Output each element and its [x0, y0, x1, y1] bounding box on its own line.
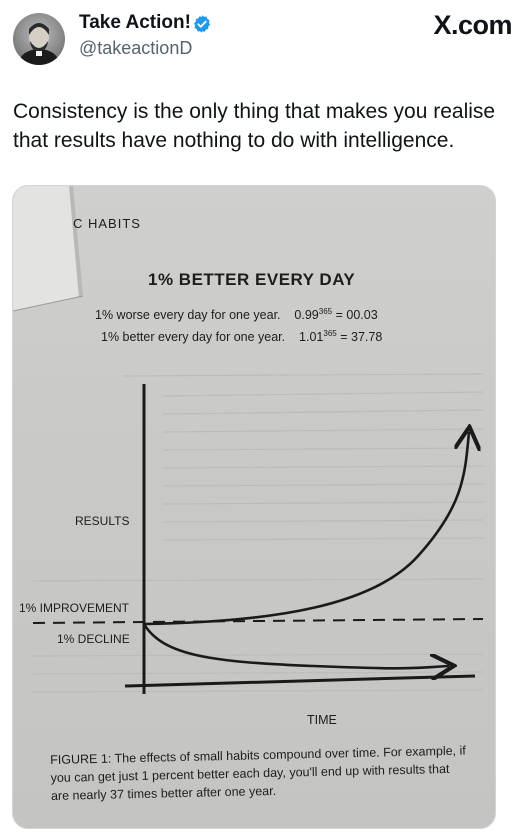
brand-logo: X.com	[433, 10, 512, 40]
improvement-curve	[143, 432, 469, 626]
decline-label: 1% DECLINE	[57, 632, 130, 646]
worse-row-label: 1% worse every day for one year.	[95, 308, 281, 323]
decline-curve	[142, 623, 449, 668]
avatar[interactable]	[13, 13, 65, 65]
figure-caption: FIGURE 1: The effects of small habits co…	[50, 743, 466, 803]
display-name[interactable]: Take Action!	[79, 12, 191, 33]
growth-chart	[32, 384, 484, 694]
better-formula: 1.01	[299, 330, 324, 345]
improvement-label: 1% IMPROVEMENT	[19, 601, 130, 615]
worse-exponent: 365	[318, 307, 333, 316]
y-axis-label: RESULTS	[75, 514, 130, 528]
worse-formula: 0.99	[294, 308, 319, 323]
portrait-avatar	[19, 23, 59, 65]
better-result: = 37.78	[340, 330, 383, 345]
x-axis	[124, 674, 476, 688]
book-page-background	[13, 186, 484, 693]
verified-badge-icon	[194, 15, 211, 33]
worse-row: 1% worse every day for one year. 0.99365…	[95, 307, 378, 322]
baseline-dashed	[32, 618, 484, 624]
tweet-photo[interactable]: C HABITS 15 1% BETTER EVERY DAY 1% worse…	[12, 185, 496, 829]
tweet-header: Take Action! @takeactionD X.com	[0, 0, 528, 80]
chapter-label: C HABITS	[73, 216, 141, 231]
handle[interactable]: @takeactionD	[79, 38, 193, 58]
tweet-text: Consistency is the only thing that makes…	[13, 100, 496, 152]
better-row: 1% better every day for one year. 1.0136…	[101, 329, 382, 344]
figure-title: 1% BETTER EVERY DAY	[148, 270, 356, 289]
better-row-label: 1% better every day for one year.	[101, 330, 286, 345]
x-axis-label: TIME	[307, 713, 337, 727]
worse-result: = 00.03	[335, 308, 378, 323]
better-exponent: 365	[323, 329, 337, 338]
